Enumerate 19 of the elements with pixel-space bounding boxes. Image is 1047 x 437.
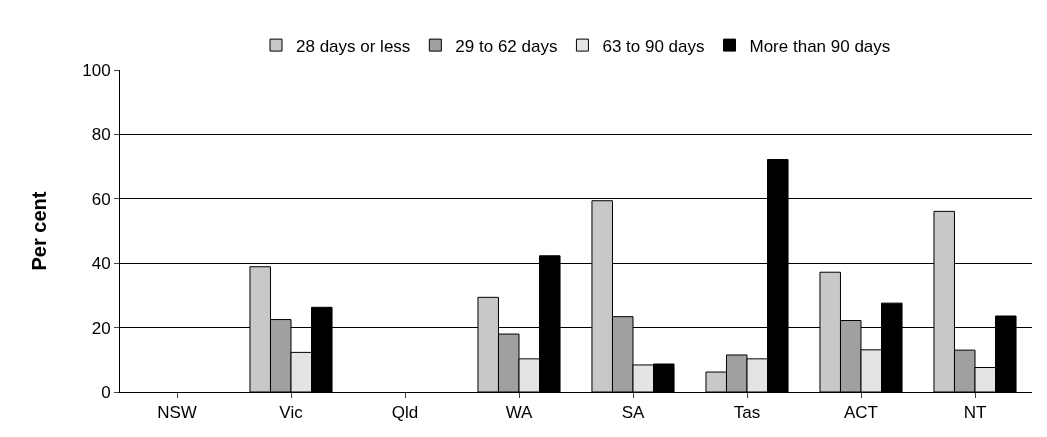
x-tick-label: ACT [844, 403, 878, 423]
y-tick-label: 40 [91, 254, 111, 274]
y-axis-title: Per cent [27, 191, 50, 271]
legend-label: 29 to 62 days [455, 36, 558, 56]
y-tick-label: 100 [82, 60, 111, 80]
x-tick-label: WA [505, 403, 534, 423]
y-tick-label: 20 [91, 318, 111, 338]
legend-label: 63 to 90 days [602, 36, 705, 56]
x-tick-label: SA [621, 403, 645, 423]
x-tick-label: Qld [391, 403, 419, 423]
x-tick-label: NT [963, 403, 987, 423]
x-tick-label: Vic [279, 403, 304, 423]
x-tick-label: Tas [733, 403, 761, 423]
x-tick-label: NSW [157, 403, 197, 423]
y-tick-label: 80 [91, 125, 111, 145]
y-tick-label: 0 [101, 382, 111, 402]
y-tick-label: 60 [91, 189, 111, 209]
legend-label: More than 90 days [749, 36, 891, 56]
legend-label: 28 days or less [296, 36, 411, 56]
